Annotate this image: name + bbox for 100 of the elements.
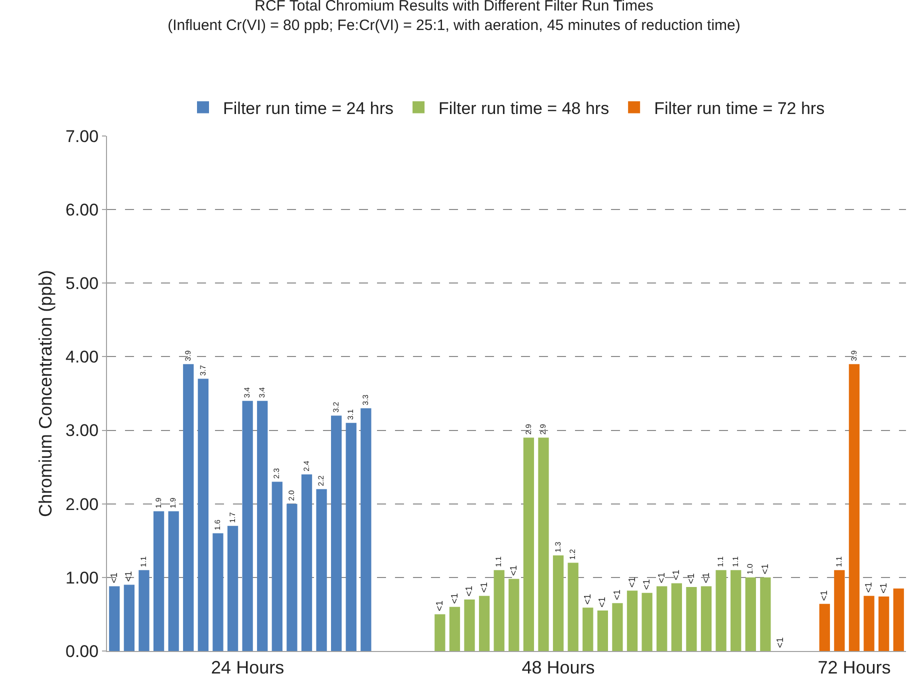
bar: [686, 586, 697, 651]
bar: [301, 474, 312, 651]
bar: [552, 555, 564, 651]
y-tick-label: 1.00: [66, 568, 99, 588]
y-tick-label: 4.00: [66, 348, 99, 367]
data-label: <1: [434, 600, 444, 612]
bar: [864, 596, 874, 651]
bar: [656, 586, 668, 651]
bar: [434, 614, 446, 651]
bar: [227, 526, 238, 651]
data-label: 1.7: [228, 512, 237, 523]
bar: [257, 400, 268, 651]
bar: [848, 364, 860, 651]
bar: [331, 416, 342, 651]
data-label: 3.2: [331, 402, 340, 413]
data-label: 3.3: [361, 394, 370, 406]
data-label: <1: [671, 570, 682, 580]
data-label: <1: [864, 582, 874, 593]
bar: [819, 604, 830, 651]
data-label: 3.9: [183, 350, 192, 362]
data-label: 3.9: [849, 350, 858, 362]
bar: [642, 592, 652, 651]
bar: [286, 504, 298, 651]
bar: [153, 511, 164, 651]
bar: [760, 577, 771, 651]
data-label: <1: [656, 572, 666, 584]
bar: [109, 586, 120, 651]
legend-label: Filter run time = 48 hrs: [438, 98, 610, 118]
legend-label: Filter run time = 24 hrs: [223, 98, 394, 118]
bar: [834, 570, 845, 651]
y-tick-label: 3.00: [66, 421, 99, 440]
bar: [464, 600, 475, 651]
bar: [360, 408, 372, 651]
bar: [138, 570, 150, 651]
x-tick-label: 48 Hours: [522, 658, 595, 678]
data-label: 2.3: [272, 468, 282, 479]
bar: [316, 489, 327, 651]
bar: [878, 596, 890, 651]
data-label: <1: [700, 572, 711, 584]
data-label: 1.1: [834, 556, 844, 568]
bar: [568, 562, 578, 651]
bar: [478, 596, 490, 651]
bar: [508, 578, 520, 651]
data-label: <1: [774, 637, 785, 648]
data-label: <1: [819, 590, 830, 601]
bar: [538, 438, 549, 651]
data-label: 1.6: [213, 520, 222, 530]
data-label: 3.7: [198, 365, 208, 376]
legend-label: Filter run time = 72 hrs: [654, 98, 825, 118]
bar: [730, 570, 742, 651]
bar: [893, 588, 904, 651]
y-tick-label: 7.00: [66, 126, 99, 146]
data-label: 1.9: [154, 498, 163, 508]
x-tick-label: 72 Hours: [818, 658, 891, 678]
data-label: 1.1: [716, 556, 726, 568]
bar: [716, 570, 726, 651]
bar: [449, 606, 460, 651]
data-label: 2.9: [538, 424, 548, 435]
x-tick-label: 24 Hours: [211, 658, 284, 678]
data-label: <1: [124, 571, 134, 582]
bar: [745, 577, 756, 651]
data-label: 1.0: [746, 564, 755, 574]
data-label: <1: [464, 586, 474, 596]
bar: [198, 378, 208, 651]
data-label: 3.4: [242, 386, 252, 398]
data-label: 1.9: [168, 498, 178, 508]
data-label: <1: [878, 582, 888, 594]
bar: [242, 400, 253, 651]
data-label: 1.3: [553, 542, 562, 552]
bar: [523, 438, 534, 651]
data-label: <1: [508, 565, 518, 576]
data-label: <1: [478, 582, 489, 593]
data-label: 3.4: [257, 386, 266, 398]
data-label: 1.1: [730, 556, 740, 568]
data-label: 1.1: [494, 556, 504, 568]
data-label: 1.2: [568, 549, 578, 560]
data-label: <1: [686, 573, 696, 584]
y-tick-label: 5.00: [66, 274, 99, 294]
bar: [582, 608, 594, 651]
bar: [124, 584, 135, 651]
data-label: <1: [626, 577, 637, 588]
bar: [626, 590, 638, 651]
y-tick-label: 0.00: [66, 642, 99, 661]
bar: [494, 570, 504, 651]
bar: [597, 610, 608, 651]
bar: [671, 583, 682, 651]
data-label: <1: [760, 564, 770, 574]
y-tick-label: 6.00: [66, 200, 99, 220]
bar: [612, 603, 623, 651]
data-label: <1: [449, 593, 460, 604]
bar: [272, 482, 282, 651]
data-label: 1.1: [139, 556, 148, 568]
data-label: 2.4: [302, 460, 311, 472]
bar: [700, 586, 712, 651]
data-label: <1: [108, 572, 119, 584]
chart-subtitle: (Influent Cr(VI) = 80 ppb; Fe:Cr(VI) = 25:1, with aeration, 45 minutes of reduction time): [168, 16, 740, 34]
y-tick-label: 2.00: [66, 494, 99, 514]
data-label: <1: [582, 594, 592, 605]
data-label: <1: [612, 590, 622, 600]
bar: [346, 422, 356, 651]
